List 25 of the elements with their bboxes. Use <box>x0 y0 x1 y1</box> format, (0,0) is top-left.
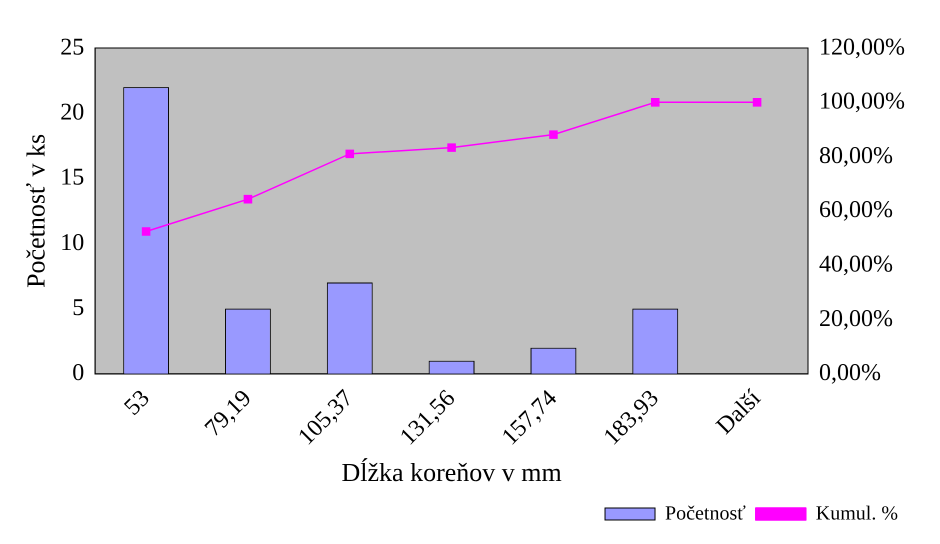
x-tick-label: 53 <box>119 385 155 421</box>
y-axis-title: Početnosť v ks <box>21 134 50 288</box>
point <box>650 98 660 107</box>
y2-tick-label: 80,00% <box>819 142 894 169</box>
y2-tick-label: 20,00% <box>819 306 894 332</box>
point <box>549 130 558 139</box>
point <box>447 143 456 152</box>
legend-label: Kumul. % <box>816 502 898 524</box>
point <box>345 150 354 158</box>
y-tick-label: 25 <box>60 34 84 60</box>
y-tick-label: 0 <box>72 360 84 386</box>
y-tick-label: 10 <box>60 230 84 256</box>
y2-tick-label: 40,00% <box>819 251 894 278</box>
y2-tick-label: 60,00% <box>819 197 894 224</box>
point <box>752 98 762 107</box>
y2-tick-label: 120,00% <box>819 34 906 60</box>
y-tick-label: 5 <box>72 294 84 321</box>
y-tick-label: 15 <box>60 164 84 191</box>
x-axis-title: Dĺžka koreňov v mm <box>341 458 562 488</box>
y-tick-label: 20 <box>60 99 84 126</box>
point <box>142 227 150 236</box>
legend-label: Početnosť <box>665 502 746 524</box>
point <box>244 194 252 204</box>
y2-tick-label: 0,00% <box>819 360 882 386</box>
y2-tick-label: 100,00% <box>819 88 906 115</box>
